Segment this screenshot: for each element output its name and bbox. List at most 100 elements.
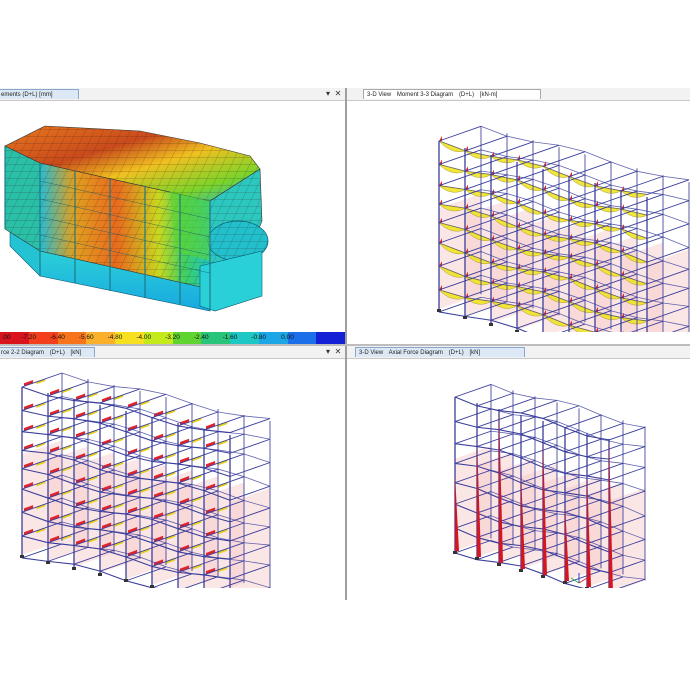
- model-view-3d[interactable]: [0, 359, 345, 600]
- legend-swatch: [115, 332, 145, 344]
- beam: [113, 445, 141, 457]
- beam: [21, 386, 49, 397]
- beam: [542, 476, 580, 491]
- beam: [99, 469, 127, 478]
- beam: [203, 476, 245, 492]
- beam: [21, 497, 63, 513]
- moment-diagram-negative: [623, 330, 624, 332]
- tab-view-label: 3-D View: [367, 92, 392, 98]
- beam: [586, 422, 624, 437]
- close-icon[interactable]: ✕: [334, 347, 342, 356]
- beam: [610, 310, 638, 319]
- beam: [476, 487, 500, 499]
- beam: [646, 305, 690, 322]
- legend-label: .00: [1, 334, 11, 341]
- beam: [47, 528, 89, 544]
- beam: [217, 490, 245, 501]
- contour-model-graphic: [4, 125, 269, 312]
- beam: [217, 557, 245, 562]
- shear-diagram: [206, 460, 216, 468]
- shear-diagram: [50, 427, 60, 434]
- beam: [243, 542, 271, 546]
- axis-triad-icon: [570, 573, 588, 584]
- model-view-3d[interactable]: [0, 101, 345, 344]
- tab-view-label: 3-D View: [359, 350, 384, 356]
- beam: [177, 449, 219, 465]
- beam: [506, 214, 534, 226]
- beam: [480, 170, 508, 176]
- beam: [177, 557, 219, 573]
- shear-diagram: [206, 422, 216, 430]
- beam: [646, 179, 690, 195]
- model-view-3d[interactable]: [347, 359, 690, 600]
- beam: [568, 242, 612, 258]
- beam: [620, 194, 664, 210]
- beam: [151, 573, 193, 588]
- beam: [73, 506, 101, 513]
- beam: [464, 301, 508, 317]
- beam: [506, 156, 534, 161]
- beam: [578, 405, 602, 416]
- beam: [476, 524, 514, 538]
- shear-diagram: [154, 433, 164, 441]
- beam: [584, 151, 612, 163]
- beam: [498, 484, 536, 499]
- support: [489, 323, 493, 326]
- beam: [636, 249, 664, 262]
- axial-force-diagram: [587, 471, 591, 587]
- beam: [73, 563, 101, 572]
- beam: [600, 414, 624, 424]
- beam: [243, 476, 271, 487]
- beam: [594, 296, 638, 313]
- beam: [125, 454, 153, 462]
- beam: [21, 543, 63, 559]
- tab-shear-2-2[interactable]: rce 2-2 Diagram (D+L) [kN]: [0, 347, 95, 357]
- beam: [584, 256, 612, 265]
- legend-label: -4.80: [107, 334, 123, 341]
- tab-bar: 3-D View Axial Force Diagram (D+L) [kN]: [347, 346, 690, 359]
- chevron-down-icon[interactable]: ▾: [325, 89, 330, 98]
- beam: [532, 178, 560, 189]
- moment-diagram: [464, 150, 492, 159]
- beam: [662, 175, 690, 181]
- tab-displacements[interactable]: ements (D+L) [mm]: [0, 89, 79, 99]
- tab-moment-3-3[interactable]: 3-D View Moment 3-3 Diagram (D+L) [kN-m]: [363, 89, 541, 99]
- beam: [622, 505, 646, 517]
- beam: [203, 467, 231, 478]
- beam: [438, 311, 466, 317]
- beam: [506, 282, 534, 288]
- beam: [73, 512, 115, 528]
- shear-diagram: [24, 424, 34, 431]
- close-icon[interactable]: ✕: [334, 89, 342, 98]
- beam: [564, 582, 585, 588]
- beam: [558, 290, 586, 301]
- beam: [532, 159, 560, 166]
- beam: [542, 151, 586, 167]
- beam: [99, 534, 141, 550]
- horizontal-splitter[interactable]: [0, 344, 690, 346]
- beam: [113, 386, 141, 390]
- shear-diagram: [128, 488, 138, 495]
- beam: [662, 320, 690, 327]
- beam: [125, 542, 167, 558]
- legend-swatch: [172, 332, 202, 344]
- tab-case-label: (D+L): [448, 350, 464, 356]
- beam: [520, 457, 544, 468]
- beam: [61, 521, 89, 530]
- chevron-down-icon[interactable]: ▾: [325, 347, 330, 356]
- beam: [490, 408, 514, 416]
- beam: [556, 399, 580, 407]
- tab-axial-force[interactable]: 3-D View Axial Force Diagram (D+L) [kN]: [355, 347, 525, 357]
- beam: [113, 531, 141, 536]
- beam: [506, 261, 534, 269]
- beam: [578, 454, 602, 462]
- beam: [47, 395, 75, 402]
- beam: [125, 431, 153, 442]
- beam: [542, 537, 580, 551]
- model-view-3d[interactable]: [347, 101, 690, 344]
- tab-label: ements (D+L) [mm]: [1, 92, 53, 98]
- beam: [125, 407, 153, 419]
- moment-diagram: [438, 185, 466, 193]
- beam: [506, 301, 534, 306]
- beam: [217, 537, 245, 544]
